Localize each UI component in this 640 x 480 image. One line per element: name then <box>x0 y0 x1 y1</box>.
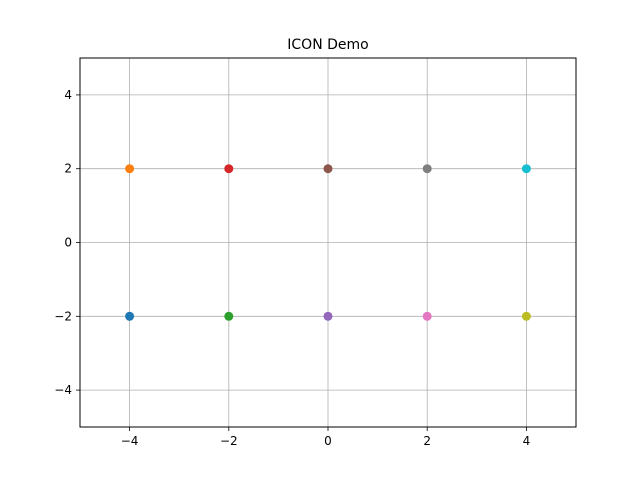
scatter-point <box>521 311 531 321</box>
scatter-point <box>224 164 234 174</box>
x-tick-label: 0 <box>324 434 332 448</box>
x-tick-label: −4 <box>121 434 139 448</box>
x-axis-ticks: −4 −2 0 2 4 <box>121 427 530 448</box>
y-axis-ticks: −4 −2 0 2 4 <box>54 88 80 397</box>
x-tick-label: −2 <box>220 434 238 448</box>
scatter-point <box>224 311 234 321</box>
y-tick-label: 2 <box>64 162 72 176</box>
x-tick-label: 2 <box>423 434 431 448</box>
x-tick-label: 4 <box>523 434 531 448</box>
y-tick-label: −4 <box>54 383 72 397</box>
scatter-point <box>422 164 432 174</box>
chart-title: ICON Demo <box>287 37 368 53</box>
scatter-point <box>521 164 531 174</box>
scatter-point <box>323 164 333 174</box>
scatter-point <box>323 311 333 321</box>
y-tick-label: 4 <box>64 88 72 102</box>
grid-lines <box>80 58 576 427</box>
scatter-point <box>125 311 135 321</box>
y-tick-label: −2 <box>54 309 72 323</box>
data-points <box>125 164 531 321</box>
y-tick-label: 0 <box>64 236 72 250</box>
scatter-point <box>422 311 432 321</box>
scatter-point <box>125 164 135 174</box>
